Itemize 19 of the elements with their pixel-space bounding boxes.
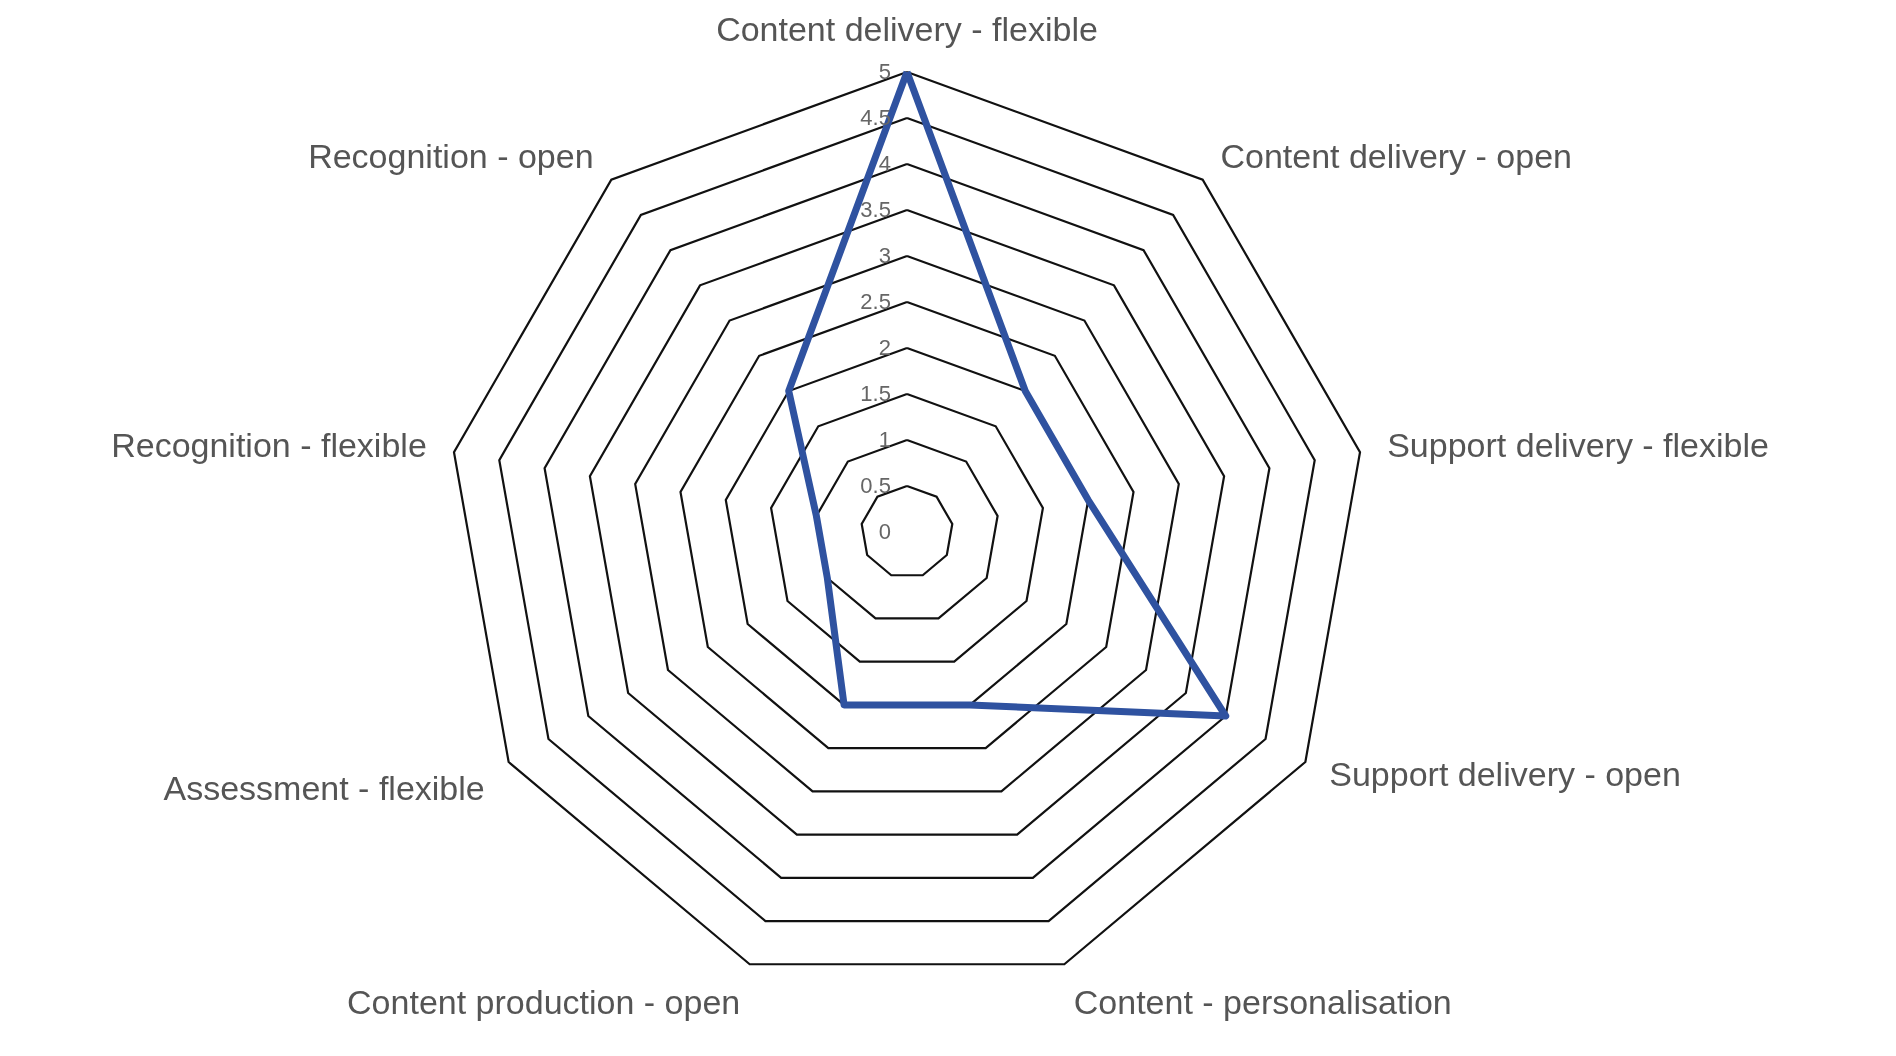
spoke-label: Content delivery - open (1220, 137, 1572, 176)
spoke-label: Recognition - open (308, 137, 594, 176)
y-tick-label: 1.5 (860, 381, 891, 406)
y-tick-label: 2.5 (860, 289, 891, 314)
y-tick-label: 5 (878, 59, 891, 84)
spoke-label: Assessment - flexible (163, 768, 485, 807)
y-tick-label: 0.5 (860, 473, 891, 498)
y-tick-label: 3 (878, 243, 891, 268)
y-tick-label: 4 (878, 151, 891, 176)
spoke-label: Content production - open (347, 982, 741, 1021)
y-tick-label: 3.5 (860, 197, 891, 222)
spoke-label: Content - personalisation (1073, 982, 1452, 1021)
spoke-label: Content delivery - flexible (716, 9, 1098, 48)
spoke-label: Support delivery - open (1329, 754, 1681, 793)
spoke-label: Recognition - flexible (111, 426, 427, 465)
y-tick-label: 2 (878, 335, 891, 360)
y-tick-label: 0 (878, 519, 891, 544)
spoke-label: Support delivery - flexible (1387, 426, 1769, 465)
y-tick-label: 1 (878, 427, 891, 452)
